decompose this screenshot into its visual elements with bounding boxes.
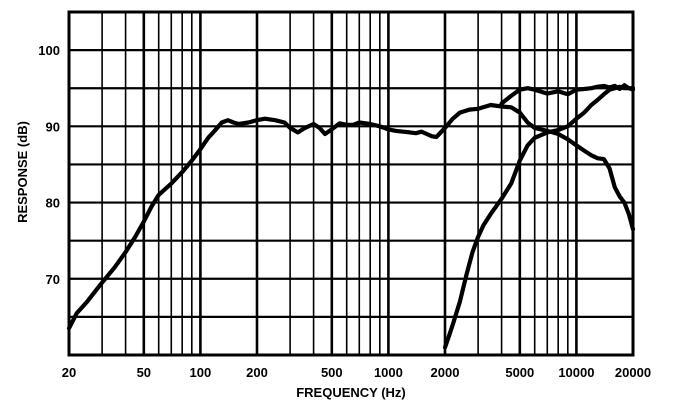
x-tick-label: 500: [321, 365, 343, 380]
major-gridlines: [69, 12, 633, 355]
x-tick-label: 20: [62, 365, 76, 380]
x-tick-labels: 20 50 100 200 500 1000 2000 5000 10000 20000: [62, 365, 651, 380]
x-axis-title: FREQUENCY (Hz): [296, 385, 406, 400]
y-tick-label: 80: [46, 196, 60, 211]
y-axis-title: RESPONSE (dB): [15, 121, 30, 223]
x-tick-label: 10000: [558, 365, 594, 380]
response-curve-1: [66, 102, 636, 331]
response-curve-3: [499, 83, 636, 106]
x-tick-label: 100: [190, 365, 212, 380]
x-tick-label: 50: [137, 365, 151, 380]
x-tick-label: 1000: [374, 365, 403, 380]
x-tick-label: 200: [246, 365, 268, 380]
plot-frame: [67, 10, 635, 357]
x-tick-label: 20000: [615, 365, 651, 380]
y-tick-label: 100: [38, 43, 60, 58]
x-tick-label: 5000: [505, 365, 534, 380]
series-layer: [66, 83, 636, 350]
y-tick-label: 70: [46, 272, 60, 287]
response-curve-2: [442, 84, 636, 350]
x-tick-label: 2000: [431, 365, 460, 380]
y-tick-labels: 70 80 90 100: [38, 43, 60, 287]
y-tick-label: 90: [46, 119, 60, 134]
minor-gridlines: [101, 12, 569, 355]
